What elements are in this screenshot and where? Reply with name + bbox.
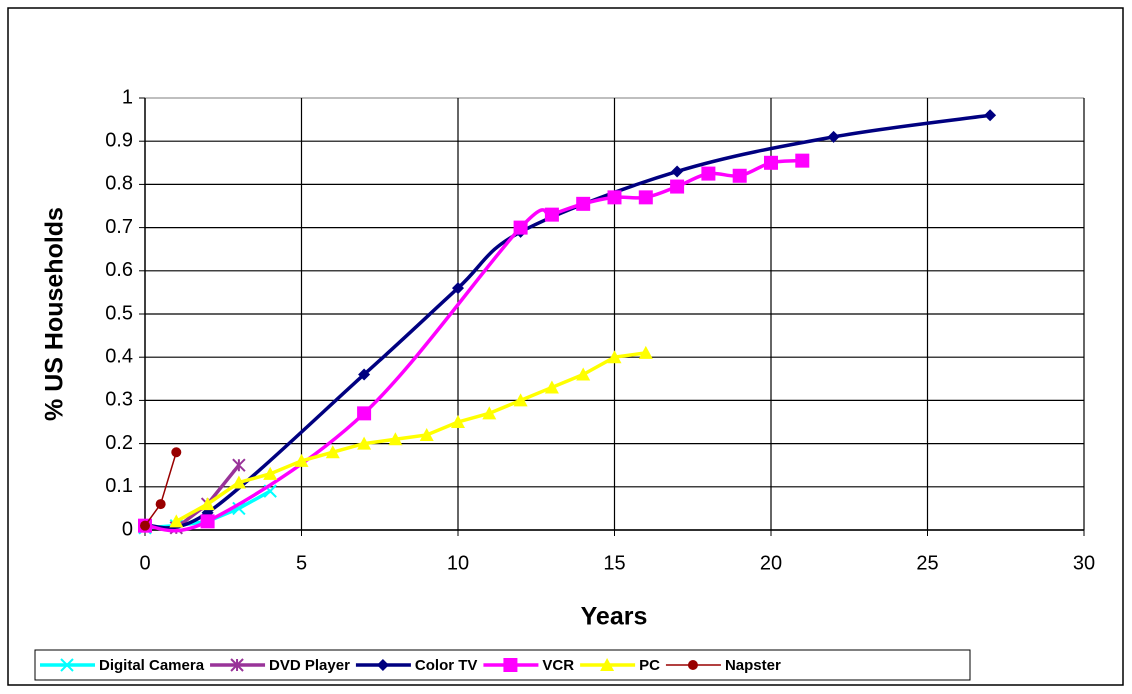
legend-label: VCR [542, 657, 574, 674]
chart-border [7, 7, 1124, 686]
marker [155, 499, 166, 510]
marker [263, 466, 278, 480]
marker [232, 501, 246, 516]
marker [544, 380, 559, 394]
marker [671, 165, 684, 178]
marker [419, 427, 434, 441]
marker [388, 432, 403, 446]
legend-marker [600, 658, 615, 671]
legend-marker [230, 658, 244, 672]
y-tick-label: 0.3 [105, 389, 133, 411]
y-tick-label: 0.2 [105, 432, 133, 454]
marker [231, 475, 246, 489]
marker [200, 497, 215, 511]
x-tick-label: 30 [1073, 552, 1095, 574]
marker [357, 406, 372, 421]
legend-label: Napster [725, 657, 781, 674]
marker [171, 447, 182, 458]
x-axis-title: Years [581, 603, 648, 631]
legend-marker [687, 660, 698, 670]
legend-label: PC [639, 657, 660, 674]
legend-label: DVD Player [269, 657, 350, 674]
legend-label: Digital Camera [99, 657, 205, 674]
x-tick-label: 25 [916, 552, 938, 574]
marker [513, 393, 528, 407]
marker [670, 179, 685, 194]
y-axis-title: % US Households [41, 207, 69, 421]
legend-marker [60, 658, 74, 672]
marker [482, 406, 497, 420]
x-tick-label: 20 [760, 552, 782, 574]
y-tick-label: 0.6 [105, 259, 133, 281]
legend-item: Napster [665, 657, 781, 674]
marker [451, 415, 465, 428]
marker [795, 153, 810, 168]
y-tick-label: 0.5 [105, 302, 133, 324]
marker [357, 436, 372, 450]
marker [607, 190, 622, 205]
legend-item: DVD Player [210, 657, 350, 674]
y-tick-label: 0.8 [105, 173, 133, 195]
marker [544, 207, 559, 222]
marker [576, 196, 591, 211]
y-tick-label: 0.4 [105, 345, 133, 367]
marker [140, 520, 150, 531]
y-tick-label: 0.7 [105, 216, 133, 238]
series-line [175, 351, 647, 523]
legend-label: Color TV [415, 657, 478, 674]
marker [513, 220, 528, 235]
y-tick-label: 0 [122, 518, 133, 540]
marker [169, 514, 184, 528]
marker [638, 190, 653, 205]
legend-item: VCR [483, 657, 574, 674]
marker [732, 168, 747, 183]
marker [232, 458, 246, 472]
marker [638, 345, 653, 359]
legend-marker [376, 659, 389, 671]
x-tick-label: 15 [603, 552, 625, 574]
marker [827, 130, 840, 143]
marker [325, 445, 340, 459]
y-tick-label: 0.9 [105, 129, 133, 151]
marker [984, 109, 997, 122]
legend-item: Color TV [355, 657, 478, 674]
legend-item: Digital Camera [40, 657, 205, 674]
marker [764, 155, 778, 170]
marker [358, 368, 371, 381]
x-tick-label: 10 [447, 552, 469, 574]
legend-marker [503, 658, 518, 672]
legend-item: PC [580, 657, 660, 674]
marker [200, 514, 215, 529]
x-tick-label: 0 [139, 552, 150, 574]
y-tick-label: 1 [122, 86, 133, 108]
marker [607, 350, 622, 364]
y-tick-label: 0.1 [105, 475, 133, 497]
marker [576, 367, 591, 381]
marker [294, 453, 309, 467]
marker [701, 166, 716, 181]
x-tick-label: 5 [296, 552, 307, 574]
marker [452, 282, 464, 295]
